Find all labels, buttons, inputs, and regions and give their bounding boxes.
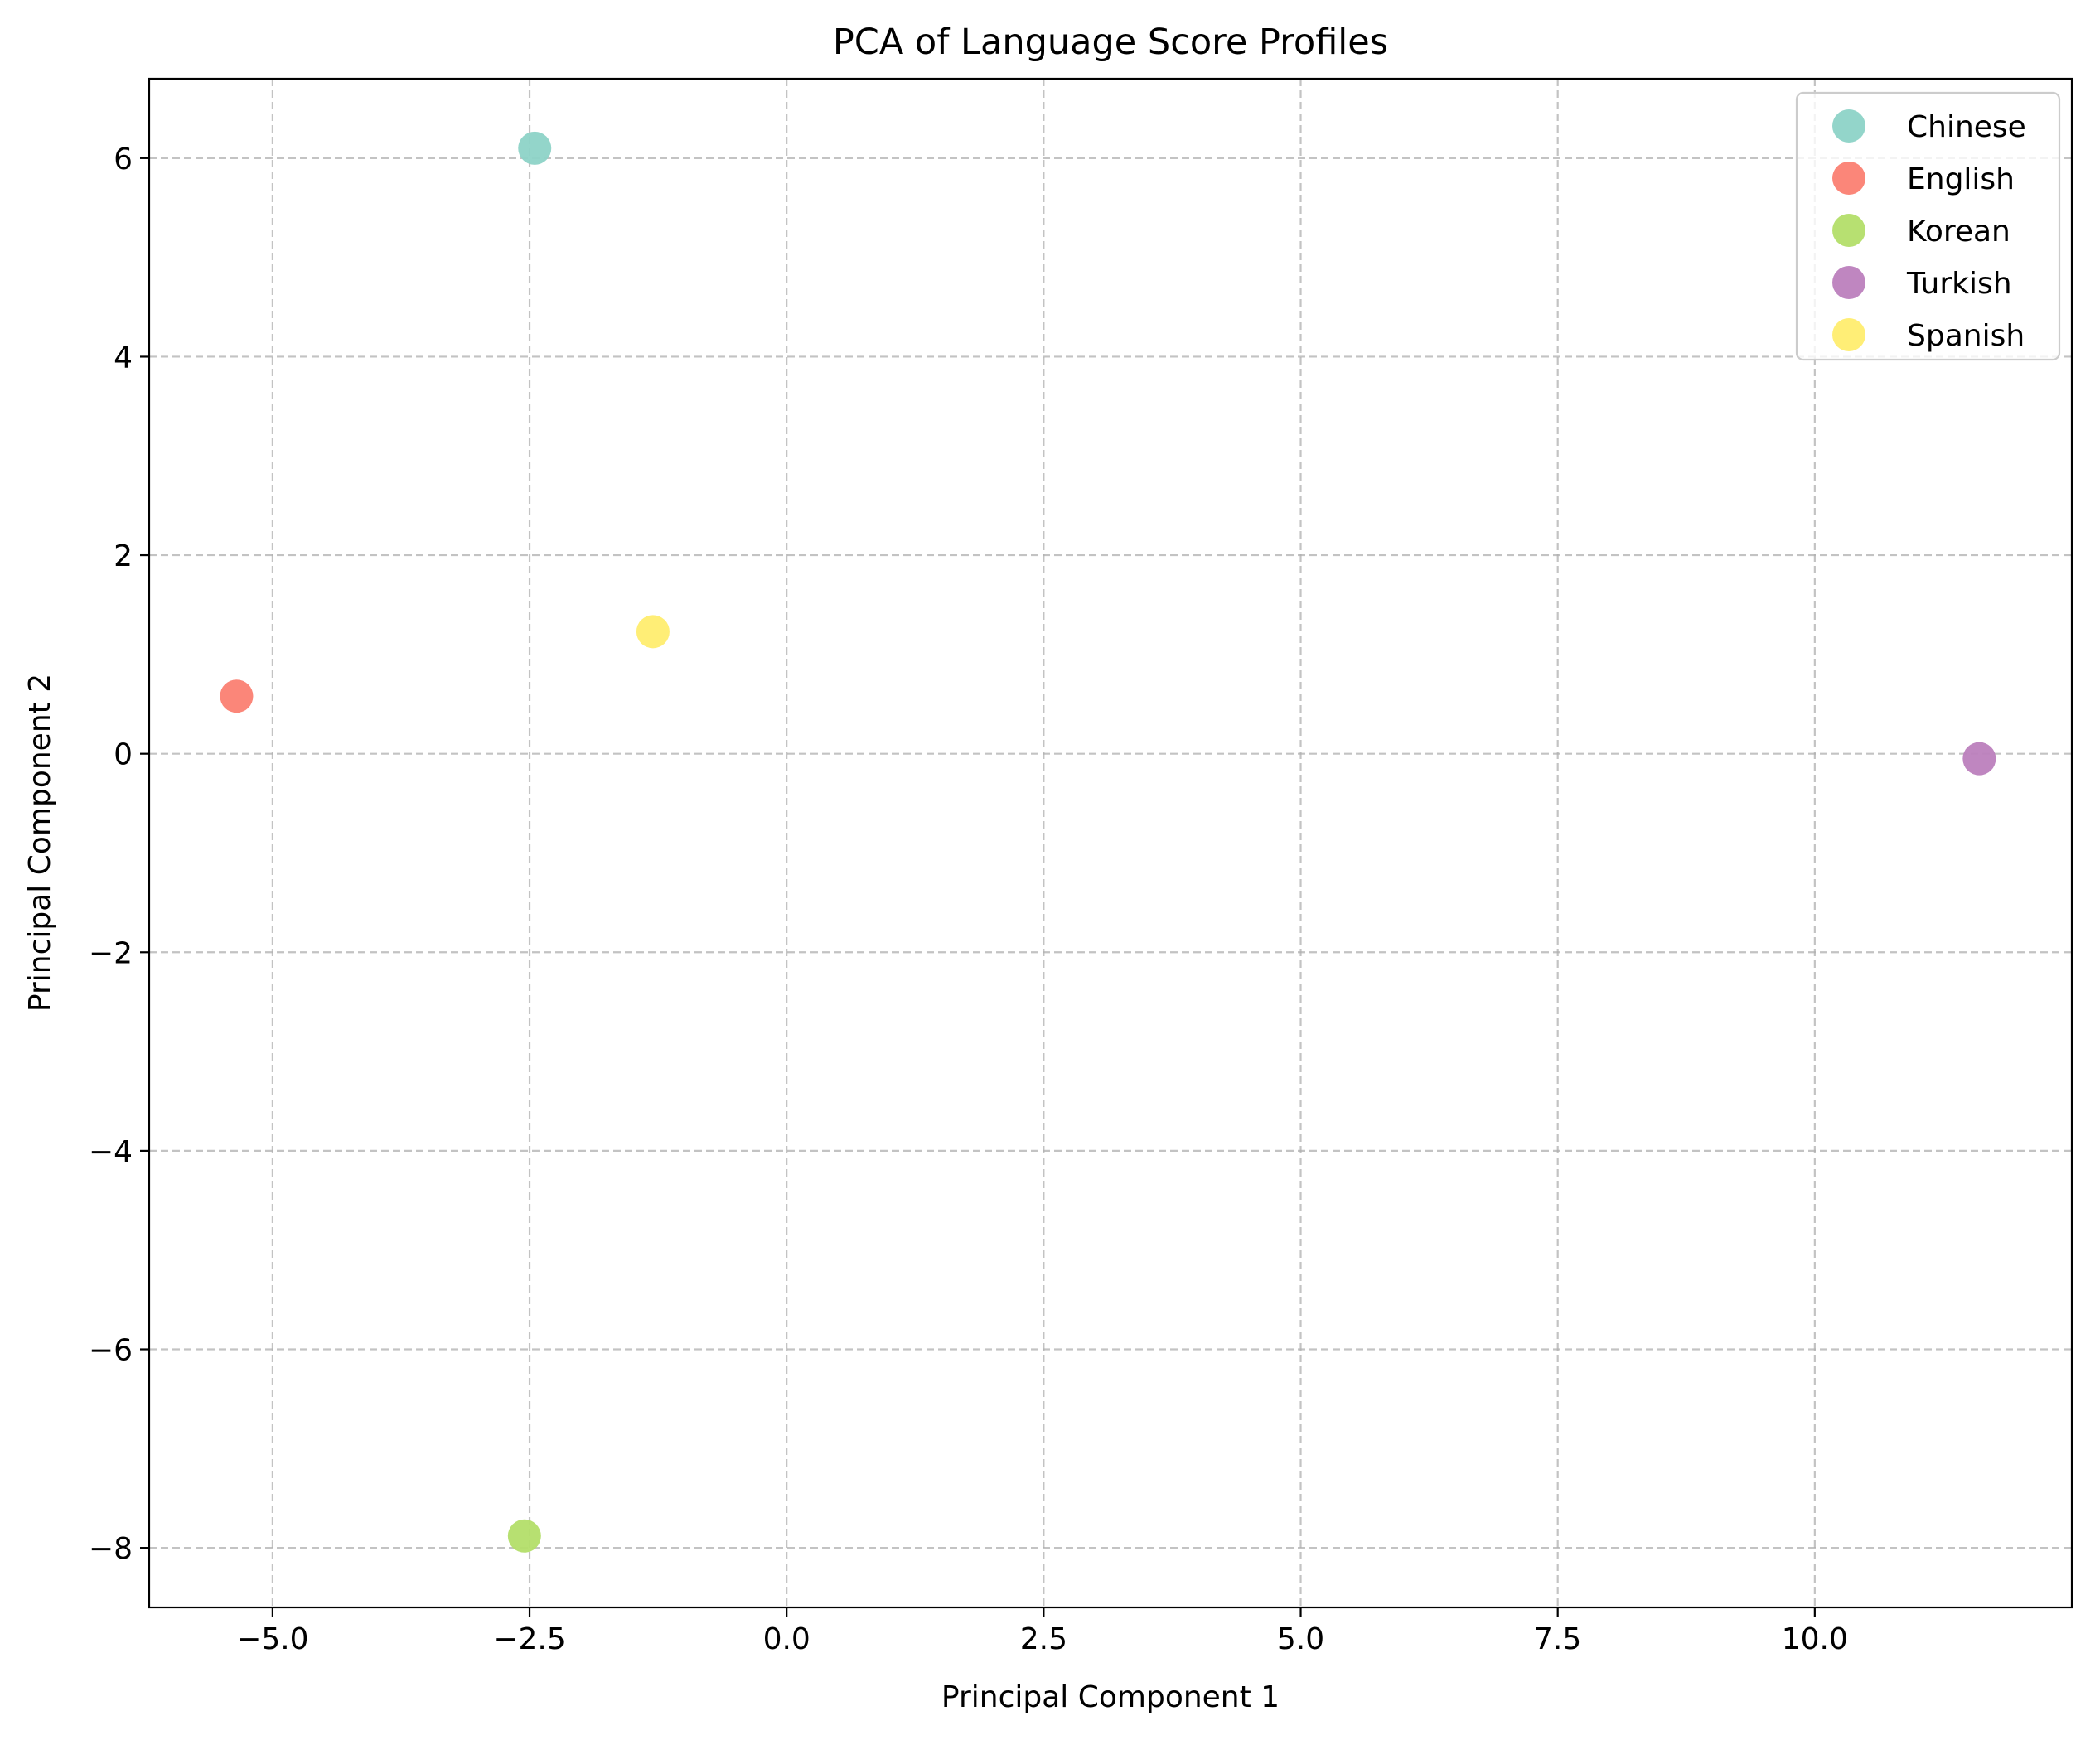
y-tick-label: 4 [114,341,133,375]
x-tick-label: −5.0 [236,1622,308,1656]
grid-lines [149,79,2072,1607]
plot-frame [148,77,2073,1609]
y-tick-label: −2 [89,936,133,970]
y-tick-label: −8 [89,1532,133,1566]
data-point-turkish [1962,742,1996,776]
legend: Chinese English Korean Turkish Spanish [1795,91,2061,361]
data-point-spanish [636,615,670,649]
data-point-english [220,679,254,713]
legend-marker-korean [1832,214,1865,247]
x-axis-title: Principal Component 1 [941,1680,1280,1714]
legend-label-spanish: Spanish [1907,319,2025,353]
legend-marker-chinese [1832,109,1865,143]
x-tick-label: 10.0 [1782,1622,1848,1656]
y-tick-label: 6 [114,143,133,176]
data-point-chinese [518,131,552,165]
y-tick-label: 2 [114,539,133,573]
legend-label-english: English [1907,162,2015,196]
data-point-korean [507,1519,541,1553]
legend-label-chinese: Chinese [1907,110,2026,144]
legend-marker-spanish [1832,318,1865,351]
y-axis-title: Principal Component 2 [23,674,57,1012]
legend-label-turkish: Turkish [1906,267,2012,301]
x-tick-label: −2.5 [493,1622,565,1656]
y-tick-label: −6 [89,1334,133,1368]
x-tick-label: 7.5 [1534,1622,1581,1656]
chart-title: PCA of Language Score Profiles [833,22,1388,63]
legend-marker-english [1832,162,1865,195]
legend-frame [1795,91,2061,361]
y-tick-label: 0 [114,738,133,772]
x-tick-label: 2.5 [1020,1622,1067,1656]
axis-ticks: −5.0 −2.5 0.0 2.5 5.0 7.5 10.0 −8 −6 −4 −2 0 2 4 6 [89,143,1848,1656]
y-tick-label: −4 [89,1135,133,1169]
data-points [220,131,1996,1553]
x-tick-label: 0.0 [763,1622,810,1656]
x-tick-label: 5.0 [1277,1622,1324,1656]
legend-marker-turkish [1832,266,1865,299]
legend-label-korean: Korean [1907,215,2010,249]
